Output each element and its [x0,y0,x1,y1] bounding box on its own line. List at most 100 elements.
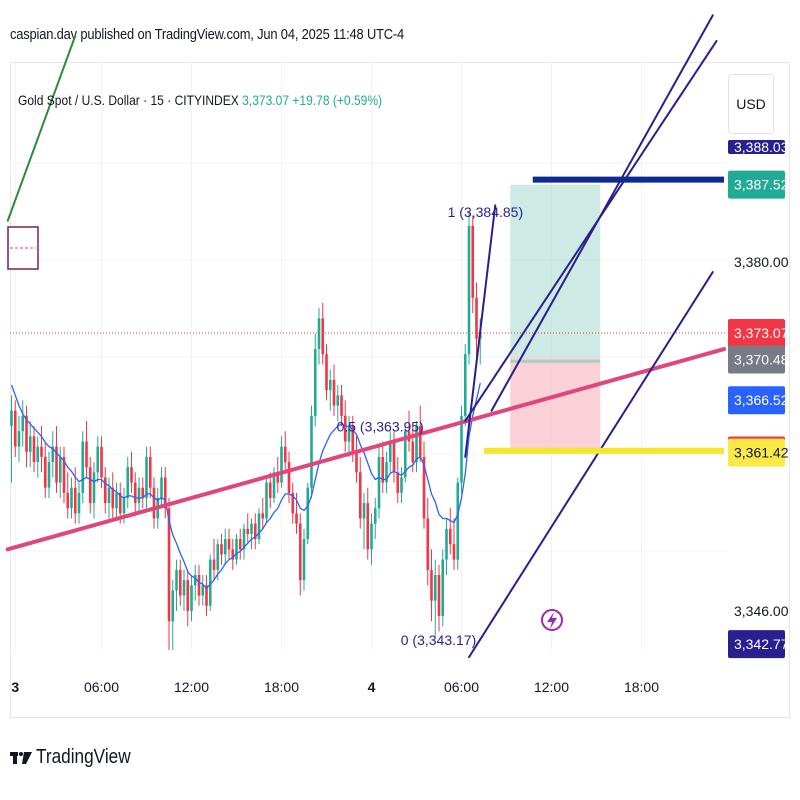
candle-body [351,426,355,452]
chart-frame [10,62,790,718]
candle-body [396,472,400,493]
candle-body [137,487,141,504]
grid-lines [10,63,726,650]
candles [10,212,482,650]
candle-body [201,585,205,596]
candle-body [250,523,253,534]
candle-body [163,477,167,509]
candle-body [118,492,122,514]
candle-body [302,539,306,581]
fib-label: 0.5 (3,363.95) [337,419,424,435]
candle-body [336,395,340,406]
candle-body [220,544,223,555]
candle-body [460,415,463,483]
candle-body [122,497,126,514]
channel-lower [468,271,714,659]
candle-body [36,446,40,463]
candle-body [32,436,36,463]
candle-body [317,318,321,350]
price-tag: 3,370.48 [728,345,789,374]
candle-body [328,379,332,391]
candle-body [310,415,313,488]
tradingview-footer[interactable]: TradingView [10,746,146,769]
candle-body [291,492,295,514]
candle-body [370,523,373,550]
candle-body [261,513,265,519]
candle-body [452,544,456,560]
time-tick-label: 06:00 [444,679,479,695]
candle-body [355,451,358,473]
candle-body [197,574,201,596]
price-tag-label: 3,370.48 [734,352,789,368]
candle-body [73,487,77,514]
legend-change: +19.78 (+0.59%) [292,92,383,108]
candle-body [280,446,283,483]
price-tag-label: 3,342.77 [734,636,789,652]
candle-body [223,539,227,555]
candle-body [332,379,336,406]
legend-symbol: Gold Spot / U.S. Dollar · 15 · CITYINDEX [18,92,239,108]
channel-middle [464,40,718,422]
candle-body [422,456,426,519]
candle-body [471,225,475,298]
candle-body [231,549,235,560]
fib-label: 1 (3,384.85) [448,204,524,220]
candle-body [148,456,152,488]
candle-body [111,487,115,509]
candle-body [43,456,47,488]
time-tick-label: 18:00 [624,679,659,695]
candle-body [205,585,208,606]
price-tag-bg [728,345,785,374]
candle-body [381,456,385,483]
candle-body [186,580,190,611]
position-zones [10,184,726,451]
symbol-legend: Gold Spot / U.S. Dollar · 15 · CITYINDEX… [18,92,382,108]
time-axis: 3 06:00 12:00 18:00 4 06:00 12:00 18:00 [11,679,659,695]
price-tick-label: 3,380.00 [734,254,789,270]
price-axis: 3,380.00 3,346.00 [734,254,789,619]
ma-line [10,382,481,590]
candle-body [467,225,471,355]
price-tag-label: 3,373.07 [734,325,789,341]
lightning-icon[interactable] [541,609,563,631]
candle-body [246,528,250,534]
candle-body [115,492,118,509]
candle-body [55,446,58,483]
time-tick-label: 12:00 [174,679,209,695]
candle-body [92,472,96,504]
candle-body [235,539,238,560]
candle-body [47,462,51,488]
candle-body [178,569,182,596]
pink-trendline [5,347,726,552]
currency-button[interactable]: USD [728,74,774,134]
price-tag: 3,387.52 [728,170,789,199]
candle-body [298,523,302,581]
candle-body [268,482,272,498]
candle-body [208,559,212,606]
candle-body [10,410,13,427]
fib-labels: 1 (3,384.85) 0.5 (3,363.95) 0 (3,343.17) [337,204,524,648]
candle-body [103,477,107,504]
candle-body [40,446,43,457]
candle-body [418,426,422,457]
candle-body [433,574,437,601]
candle-body [145,456,148,498]
candle-body [242,528,246,550]
candle-body [160,477,163,498]
candle-body [415,426,418,463]
candle-body [171,590,175,622]
candle-body [400,477,403,493]
time-tick-label: 06:00 [84,679,119,695]
candle-body [190,585,193,611]
legend-price: 3,373.07 [242,92,290,108]
brand-name: TradingView [36,746,131,768]
price-tick-label: 3,346.00 [734,603,789,619]
candle-body [283,446,287,463]
candle-body [25,415,28,452]
price-tag: 3,388.03 [728,139,789,155]
candle-body [66,492,70,509]
candle-body [107,487,111,504]
candle-body [437,574,441,617]
candle-body [325,354,328,391]
